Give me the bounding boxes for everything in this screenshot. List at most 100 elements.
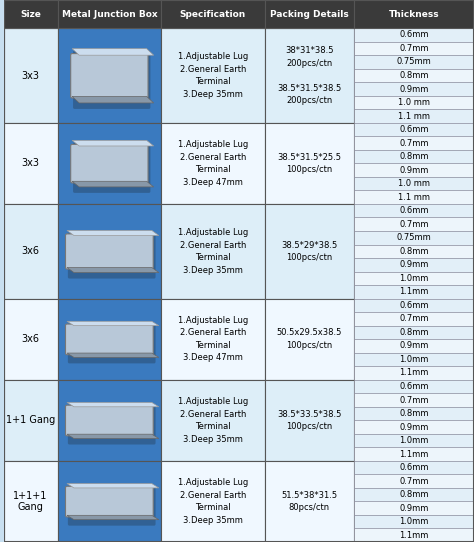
Bar <box>3 0 58 28</box>
Bar <box>58 461 161 542</box>
Text: 0.9mm: 0.9mm <box>399 85 428 94</box>
Bar <box>354 137 474 150</box>
FancyBboxPatch shape <box>71 54 148 98</box>
Bar <box>354 501 474 515</box>
Text: 0.8mm: 0.8mm <box>399 409 429 418</box>
Bar <box>3 28 58 123</box>
Bar <box>354 0 474 28</box>
Text: 0.8mm: 0.8mm <box>399 490 429 499</box>
Polygon shape <box>72 96 154 103</box>
Bar <box>264 28 354 123</box>
Bar <box>354 515 474 528</box>
Bar <box>354 393 474 407</box>
Text: 3x6: 3x6 <box>21 246 39 256</box>
Bar <box>58 204 161 299</box>
Bar <box>354 204 474 217</box>
Bar <box>354 150 474 163</box>
Polygon shape <box>67 353 159 357</box>
Bar <box>354 326 474 339</box>
Bar <box>354 109 474 123</box>
Text: 0.8mm: 0.8mm <box>399 71 429 80</box>
Text: 1.0mm: 1.0mm <box>399 517 428 526</box>
Text: 0.8mm: 0.8mm <box>399 247 429 256</box>
Text: 0.8mm: 0.8mm <box>399 152 429 161</box>
Polygon shape <box>67 267 159 273</box>
FancyBboxPatch shape <box>68 486 155 526</box>
Bar <box>161 204 264 299</box>
Bar <box>354 217 474 231</box>
Text: 1.1mm: 1.1mm <box>399 287 428 296</box>
Bar <box>58 123 161 204</box>
Polygon shape <box>72 49 154 55</box>
Bar <box>354 231 474 244</box>
Text: 0.9mm: 0.9mm <box>399 260 428 269</box>
Bar <box>161 123 264 204</box>
Bar <box>354 353 474 366</box>
Bar <box>354 407 474 420</box>
Text: 38.5*31.5*25.5
100pcs/ctn: 38.5*31.5*25.5 100pcs/ctn <box>277 153 341 174</box>
Text: 0.7mm: 0.7mm <box>399 476 429 486</box>
FancyBboxPatch shape <box>65 234 153 269</box>
FancyBboxPatch shape <box>68 324 155 363</box>
Bar <box>354 299 474 312</box>
Bar <box>354 190 474 204</box>
Text: 1.1 mm: 1.1 mm <box>398 193 430 202</box>
Bar <box>161 380 264 461</box>
Bar <box>354 272 474 285</box>
Polygon shape <box>67 230 159 236</box>
Text: 0.75mm: 0.75mm <box>397 57 431 67</box>
Bar <box>264 204 354 299</box>
Text: 1.1mm: 1.1mm <box>399 450 428 459</box>
FancyBboxPatch shape <box>68 405 155 444</box>
Text: 1+1 Gang: 1+1 Gang <box>6 415 55 425</box>
Bar <box>354 82 474 96</box>
Bar <box>3 461 58 542</box>
FancyBboxPatch shape <box>65 405 153 436</box>
Bar <box>354 528 474 542</box>
Text: 0.9mm: 0.9mm <box>399 423 428 431</box>
Polygon shape <box>67 483 159 488</box>
Bar <box>3 123 58 204</box>
Text: 1+1+1
Gang: 1+1+1 Gang <box>13 491 48 512</box>
Text: 1.1 mm: 1.1 mm <box>398 112 430 120</box>
Text: 3x3: 3x3 <box>21 158 39 169</box>
Bar <box>264 0 354 28</box>
Bar <box>354 285 474 299</box>
Text: 0.75mm: 0.75mm <box>397 233 431 242</box>
Bar <box>354 461 474 474</box>
Text: 0.7mm: 0.7mm <box>399 314 429 324</box>
FancyBboxPatch shape <box>71 144 148 183</box>
Text: 0.7mm: 0.7mm <box>399 44 429 53</box>
Bar <box>354 488 474 501</box>
Text: 0.9mm: 0.9mm <box>399 504 428 513</box>
Polygon shape <box>67 321 159 326</box>
Bar <box>58 0 161 28</box>
Text: 0.7mm: 0.7mm <box>399 139 429 147</box>
Bar <box>58 380 161 461</box>
Bar <box>264 461 354 542</box>
Bar <box>264 299 354 380</box>
Text: 1.0mm: 1.0mm <box>399 436 428 445</box>
Text: 1.0mm: 1.0mm <box>399 274 428 283</box>
Bar <box>354 258 474 272</box>
Text: 3x3: 3x3 <box>21 70 39 81</box>
FancyBboxPatch shape <box>73 51 150 109</box>
Text: 0.6mm: 0.6mm <box>399 125 429 134</box>
Bar <box>354 163 474 177</box>
Text: 1.Adjustable Lug
2.General Earth
Terminal
3.Deep 35mm: 1.Adjustable Lug 2.General Earth Termina… <box>178 478 248 525</box>
Bar <box>161 299 264 380</box>
Text: 1.Adjustable Lug
2.General Earth
Terminal
3.Deep 47mm: 1.Adjustable Lug 2.General Earth Termina… <box>178 140 248 186</box>
Text: Metal Junction Box: Metal Junction Box <box>62 10 157 18</box>
Text: 0.7mm: 0.7mm <box>399 220 429 229</box>
Polygon shape <box>72 181 154 187</box>
Bar <box>354 96 474 109</box>
Bar <box>264 380 354 461</box>
Text: 38.5*29*38.5
100pcs/ctn: 38.5*29*38.5 100pcs/ctn <box>281 241 337 262</box>
Text: Thickness: Thickness <box>389 10 439 18</box>
Bar <box>161 0 264 28</box>
Text: Packing Details: Packing Details <box>270 10 349 18</box>
Bar <box>264 123 354 204</box>
Text: 1.Adjustable Lug
2.General Earth
Terminal
3.Deep 35mm: 1.Adjustable Lug 2.General Earth Termina… <box>178 397 248 443</box>
Text: 1.1mm: 1.1mm <box>399 369 428 377</box>
Bar <box>354 177 474 190</box>
